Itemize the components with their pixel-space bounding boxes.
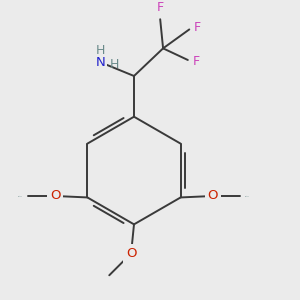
- Text: F: F: [194, 22, 201, 34]
- Text: F: F: [193, 55, 200, 68]
- Text: methyl: methyl: [245, 195, 250, 196]
- Text: methyl: methyl: [18, 195, 23, 196]
- Text: O: O: [126, 247, 136, 260]
- Text: N: N: [96, 56, 105, 69]
- Text: O: O: [50, 190, 61, 202]
- Text: H: H: [96, 44, 105, 57]
- Text: F: F: [157, 1, 164, 14]
- Text: O: O: [207, 190, 218, 202]
- Text: H: H: [109, 58, 119, 71]
